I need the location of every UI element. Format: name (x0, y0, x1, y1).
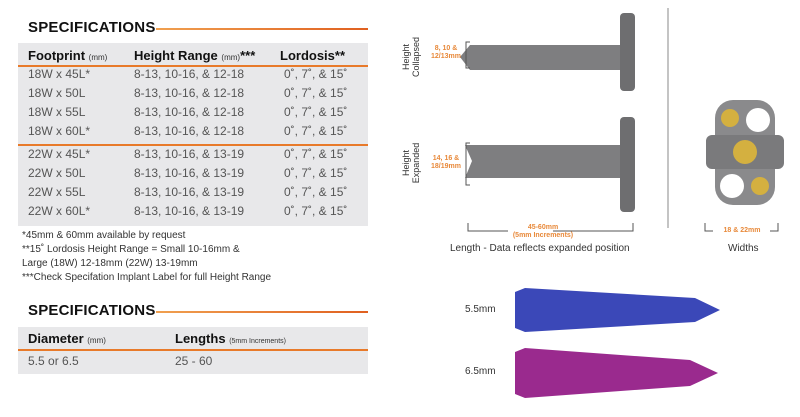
footprint-cell: 22W x 60L* (28, 204, 91, 218)
width-dims: 18 & 22mm (723, 227, 761, 234)
footnotes: *45mm & 60mm available by request **15˚ … (22, 229, 271, 285)
width-implant-image (706, 100, 784, 205)
lordosis-cell: 0˚, 7˚, & 15˚ (284, 166, 348, 180)
height-range-cell: 8-13, 10-16, & 13-19 (134, 204, 245, 218)
footprint-cell: 18W x 55L (28, 105, 86, 119)
expanded-implant-image (465, 117, 635, 212)
lordosis-cell: 0˚, 7˚, & 15˚ (284, 147, 348, 161)
lordosis-cell: 0˚, 7˚, & 15˚ (284, 67, 348, 81)
title-divider (156, 311, 368, 313)
header-footprint: Footprint (mm) (28, 48, 108, 63)
specifications-title: SPECIFICATIONS (28, 19, 156, 36)
expanded-dims: 14, 16 & 18/19mm (431, 155, 461, 170)
header-diameter: Diameter (mm) (28, 331, 106, 346)
footnote: **15˚ Lordosis Height Range = Small 10-1… (22, 244, 240, 255)
header-divider (18, 349, 368, 351)
height-range-cell: 8-13, 10-16, & 12-18 (134, 67, 245, 81)
lordosis-cell: 0˚, 7˚, & 15˚ (284, 124, 348, 138)
footprint-cell: 22W x 50L (28, 166, 86, 180)
lordosis-cell: 0˚, 7˚, & 15˚ (284, 105, 348, 119)
screw-6-5mm-image (515, 348, 718, 398)
group-divider (18, 144, 368, 146)
cage-spec-table (18, 43, 368, 226)
lordosis-cell: 0˚, 7˚, & 15˚ (284, 185, 348, 199)
footprint-cell: 22W x 45L* (28, 147, 91, 161)
footnote: ***Check Specifation Implant Label for f… (22, 272, 272, 283)
lordosis-cell: 0˚, 7˚, & 15˚ (284, 204, 348, 218)
length-dims: 45-60mm (5mm Increments) (512, 224, 574, 239)
length-caption: Length - Data reflects expanded position (450, 243, 630, 254)
height-expanded-label: Height Expanded (401, 142, 421, 184)
height-range-cell: 8-13, 10-16, & 13-19 (134, 185, 245, 199)
header-height-range: Height Range (mm)*** (134, 48, 256, 63)
widths-caption: Widths (728, 243, 759, 254)
title-divider (156, 28, 368, 30)
height-collapsed-label: Height Collapsed (401, 36, 421, 78)
height-range-cell: 8-13, 10-16, & 12-18 (134, 124, 245, 138)
footprint-cell: 22W x 55L (28, 185, 86, 199)
height-range-cell: 8-13, 10-16, & 12-18 (134, 105, 245, 119)
footprint-cell: 18W x 50L (28, 86, 86, 100)
lengths-value: 25 - 60 (175, 354, 213, 368)
screw-5-5mm-image (515, 288, 720, 332)
screw-specifications-title: SPECIFICATIONS (28, 302, 156, 319)
screw-spec-table (18, 327, 368, 374)
header-divider (18, 65, 368, 67)
collapsed-implant-image (460, 13, 635, 91)
collapsed-dims: 8, 10 & 12/13mm (431, 45, 461, 60)
height-range-cell: 8-13, 10-16, & 13-19 (134, 166, 245, 180)
height-range-cell: 8-13, 10-16, & 13-19 (134, 147, 245, 161)
implant-figures (460, 8, 784, 398)
footnote: Large (18W) 12-18mm (22W) 13-19mm (22, 258, 198, 269)
footprint-cell: 18W x 45L* (28, 67, 91, 81)
screw-large-label: 6.5mm (465, 366, 496, 377)
header-lengths: Lengths (5mm Increments) (175, 331, 286, 346)
lordosis-cell: 0˚, 7˚, & 15˚ (284, 86, 348, 100)
footnote: *45mm & 60mm available by request (22, 230, 186, 241)
header-lordosis: Lordosis** (280, 48, 346, 63)
diameter-value: 5.5 or 6.5 (28, 354, 79, 368)
screw-small-label: 5.5mm (465, 304, 496, 315)
height-range-cell: 8-13, 10-16, & 12-18 (134, 86, 245, 100)
footprint-cell: 18W x 60L* (28, 124, 91, 138)
